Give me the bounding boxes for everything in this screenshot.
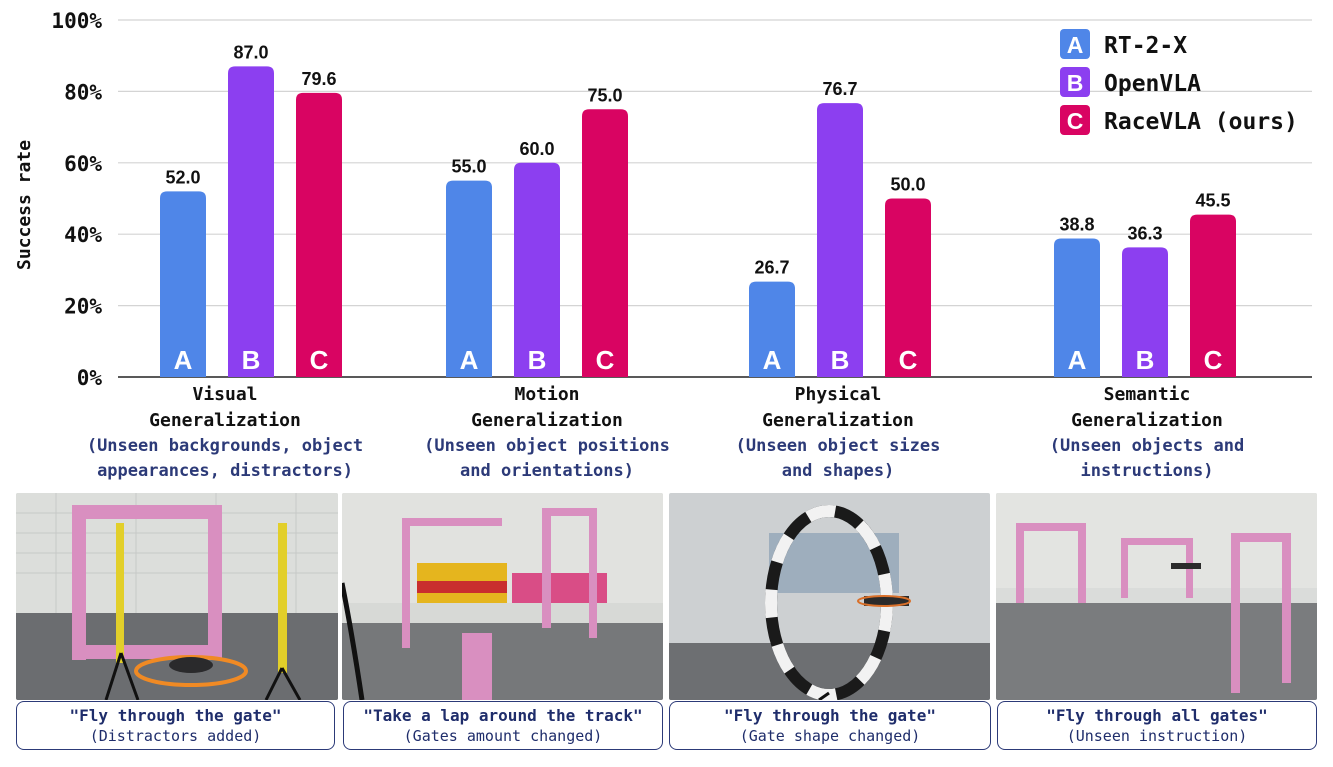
group-title-line2: Generalization [149,410,301,431]
photo-panel-distractors [16,493,338,700]
y-tick-label: 40% [64,223,102,247]
data-label: 38.8 [1059,214,1094,234]
data-label: 45.5 [1195,191,1230,211]
legend-swatch [1060,105,1090,135]
bar-c [582,109,628,377]
bar-a [1054,238,1100,377]
data-label: 26.7 [754,258,789,278]
legend-swatch-letter: A [1067,32,1084,58]
bar-letter: C [310,345,329,375]
caption-box: "Take a lap around the track" (Gates amo… [343,701,663,750]
group-sub-line2: and orientations) [460,461,634,481]
y-axis-label: Success rate [14,140,35,270]
caption-note: (Unseen instruction) [1066,727,1248,745]
caption-box: "Fly through all gates" (Unseen instruct… [997,701,1317,750]
legend-label: RaceVLA (ours) [1104,109,1298,135]
legend-label: RT-2-X [1104,33,1187,59]
legend-swatch [1060,29,1090,59]
photo-panel-gates-amount [342,493,663,700]
group-title-line1: Motion [514,384,580,405]
data-label: 76.7 [822,79,857,99]
group-title-line1: Physical [794,384,882,405]
legend-label: OpenVLA [1104,71,1201,97]
y-tick-label: 80% [64,80,102,104]
data-label: 60.0 [519,139,554,159]
group-label-visual: Visual Generalization (Unseen background… [75,382,375,484]
caption-instruction: "Fly through the gate" [69,706,282,725]
data-label: 36.3 [1127,223,1162,243]
bar-letter: C [899,345,918,375]
caption-instruction: "Fly through all gates" [1046,706,1268,725]
y-tick-label: 60% [64,152,102,176]
caption-instruction: "Take a lap around the track" [363,706,643,725]
group-sub-line2: and shapes) [781,461,895,481]
y-tick-label: 20% [64,295,102,319]
bar-chart: 0% 20% 40% 60% 80% 100% Success rate 52.0 A 55.0 A… [14,9,1312,390]
bar-letter: B [528,345,547,375]
caption-box: "Fly through the gate" (Distractors adde… [16,701,335,750]
caption-instruction: "Fly through the gate" [724,706,936,725]
caption-note: (Gate shape changed) [739,727,921,745]
group-label-motion: Motion Generalization (Unseen object pos… [397,382,697,484]
bar-letter: C [1204,345,1223,375]
photo-panel-unseen-instruction [996,493,1317,700]
bar-letter: A [460,345,479,375]
bar-c [1190,214,1236,377]
group-title-line2: Generalization [762,410,914,431]
legend-swatch-letter: C [1067,108,1084,134]
group-sub-line2: instructions) [1080,461,1214,481]
bar-b [514,162,560,377]
data-label: 55.0 [451,157,486,177]
bar-c [885,198,931,377]
legend-swatch-letter: B [1067,70,1084,96]
group-title-line1: Visual [192,384,258,405]
y-tick-label: 0% [77,366,103,390]
data-label: 52.0 [165,167,200,187]
y-tick-label: 100% [51,9,102,33]
data-label: 79.6 [301,69,336,89]
group-sub-line1: (Unseen object sizes [735,436,941,456]
bar-b [228,66,274,377]
bar-letter: A [174,345,193,375]
group-sub-line1: (Unseen object positions [424,436,670,456]
bar-c [296,92,342,377]
bar-letter: C [596,345,615,375]
group-title-line1: Semantic [1103,384,1191,405]
bar-a [446,180,492,377]
bar-a [160,191,206,377]
group-title-line2: Generalization [1071,410,1223,431]
bar-letter: A [763,345,782,375]
caption-box: "Fly through the gate" (Gate shape chang… [669,701,991,750]
caption-note: (Gates amount changed) [403,727,603,745]
bar-letter: B [831,345,850,375]
caption-note: (Distractors added) [89,727,262,745]
legend-swatch [1060,67,1090,97]
photo-panel-gate-shape [669,493,990,700]
group-label-physical: Physical Generalization (Unseen object s… [688,382,988,484]
bar-letter: A [1068,345,1087,375]
group-title-line2: Generalization [471,410,623,431]
data-label: 75.0 [587,85,622,105]
group-sub-line1: (Unseen backgrounds, object [86,436,364,456]
data-label: 50.0 [890,175,925,195]
bar-letter: B [1136,345,1155,375]
bar-a [749,281,795,377]
bar-b [817,103,863,377]
data-label: 87.0 [233,42,268,62]
group-sub-line1: (Unseen objects and [1049,436,1245,456]
bar-letter: B [242,345,261,375]
group-sub-line2: appearances, distractors) [97,461,353,481]
group-label-semantic: Semantic Generalization (Unseen objects … [997,382,1297,484]
bar-b [1122,247,1168,377]
